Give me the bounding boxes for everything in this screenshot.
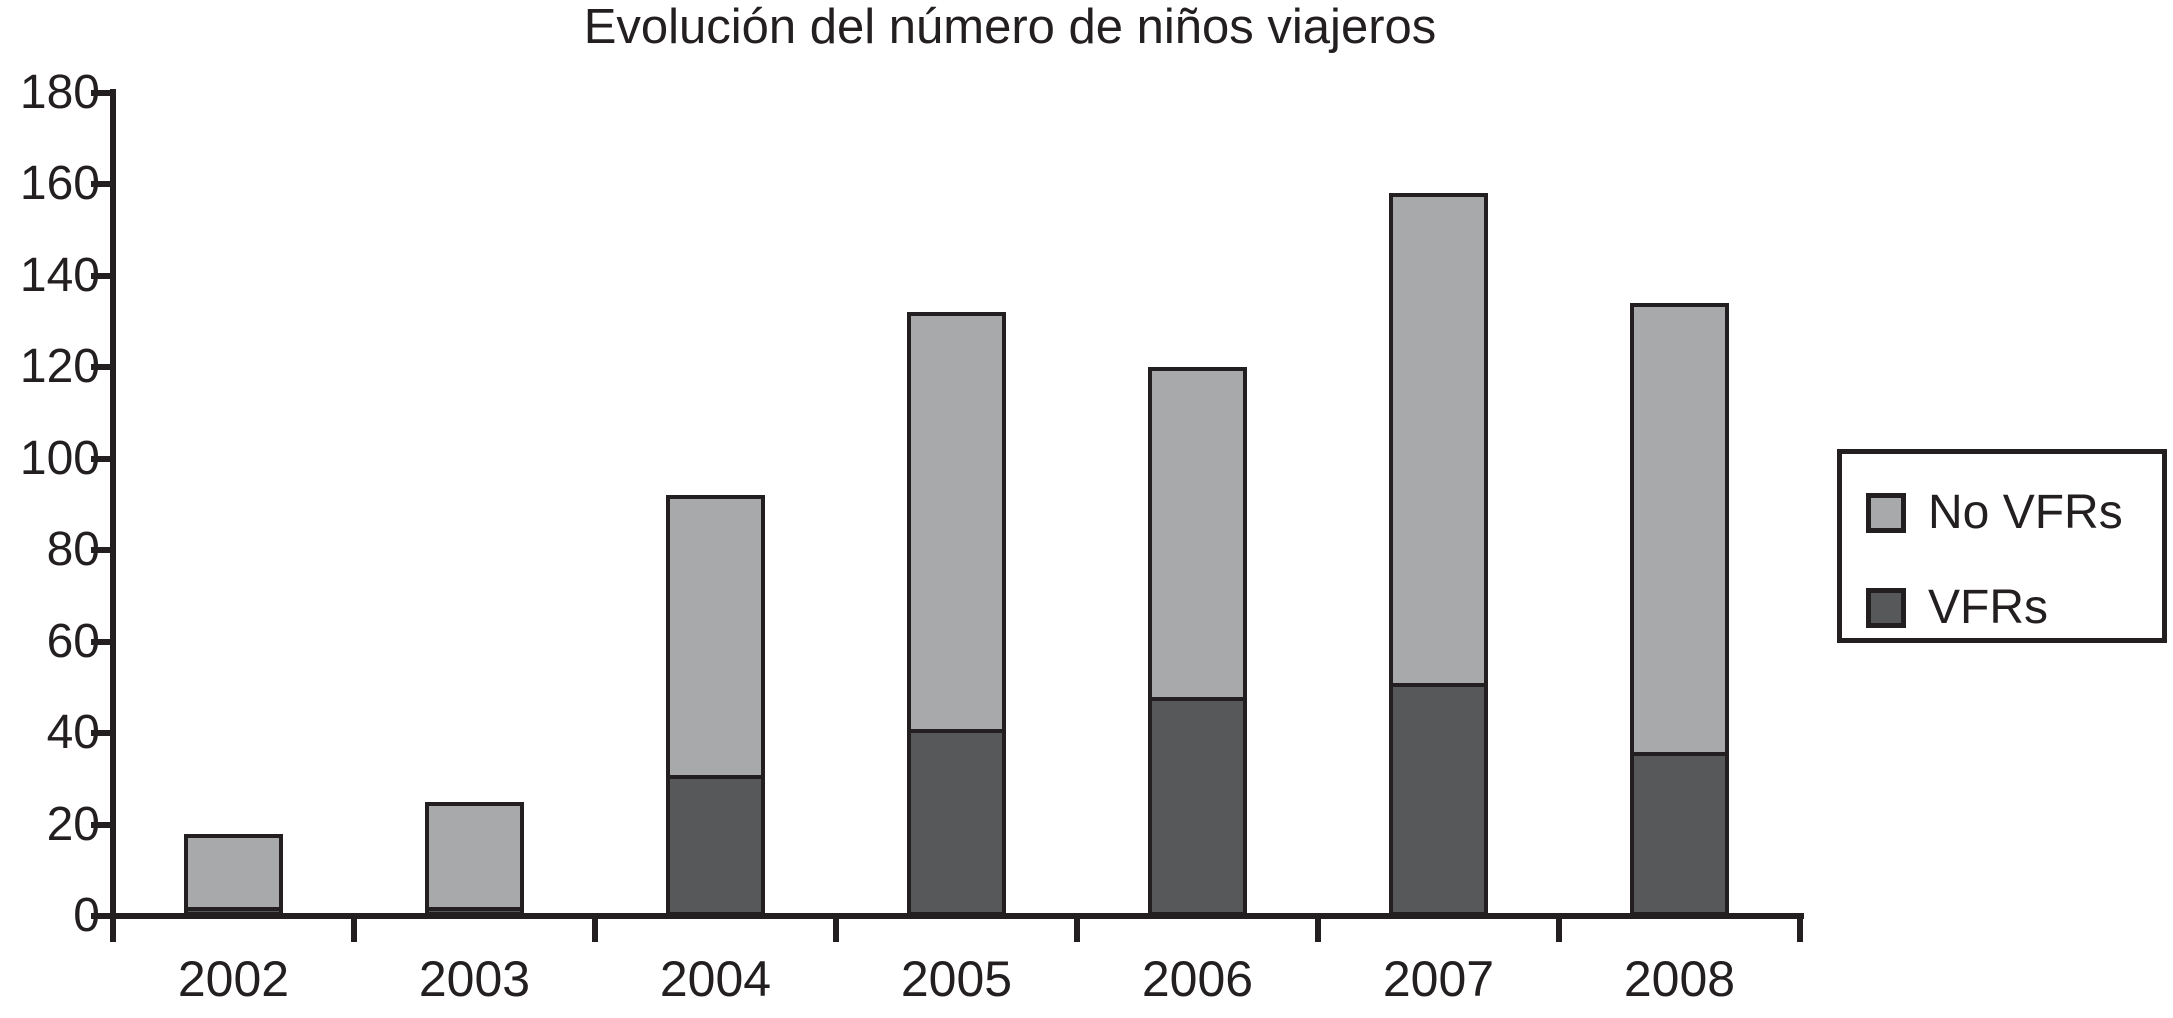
stacked-bar-2002 [184,833,283,916]
y-axis-tick-label: 40 [46,706,100,759]
vfrs-segment [670,774,761,912]
x-axis-tick [110,913,116,942]
y-axis-tick [91,730,115,736]
y-axis-tick [91,913,115,919]
y-axis-tick [91,364,115,370]
y-axis-tick [91,181,115,187]
vfrs-segment [429,907,520,912]
y-axis-tick [91,272,115,279]
no-vfrs-swatch-icon [1866,493,1906,533]
x-axis-tick [1556,913,1562,942]
y-axis-tick-label: 140 [19,248,100,302]
y-axis-line [110,89,116,942]
vfrs-segment [1634,751,1725,912]
vfrs-swatch-icon [1866,588,1906,628]
y-axis-tick-label: 100 [19,431,100,485]
x-axis-category-label: 2005 [900,951,1013,1007]
legend-label: VFRs [1928,581,2048,634]
vfrs-segment [1152,696,1243,912]
x-axis-category-label: 2003 [418,951,531,1007]
chart-title: Evolución del número de niños viajeros [583,0,1437,54]
stacked-bar-2005 [907,312,1006,916]
y-axis-tick [91,89,115,96]
y-axis-tick-label: 60 [46,614,100,668]
x-axis-tick [592,913,598,942]
legend-item-vfrs: VFRs [1866,582,2048,634]
y-axis-tick-label: 80 [46,523,100,576]
legend-label: No VFRs [1928,486,2123,539]
x-axis-tick [351,913,357,942]
x-axis-category-label: 2006 [1141,951,1254,1007]
vfrs-segment [911,728,1002,912]
vfrs-segment [1393,683,1484,912]
vfrs-segment [188,907,279,912]
legend-item-no-vfrs: No VFRs [1866,487,2123,539]
y-axis-tick [91,455,115,462]
x-axis-category-label: 2002 [177,951,290,1007]
stacked-bar-2004 [666,495,765,916]
y-axis-tick [91,547,115,553]
y-axis-tick-label: 180 [19,65,100,119]
x-axis-tick [833,913,839,942]
stacked-bar-2007 [1389,193,1488,916]
x-axis-tick [1315,913,1321,942]
x-axis-tick [1797,913,1803,942]
x-axis-category-label: 2007 [1382,951,1495,1007]
y-axis-tick [91,821,115,828]
y-axis-tick-label: 160 [19,157,100,210]
y-axis-tick-label: 0 [73,889,100,942]
y-axis-tick-label: 120 [19,340,100,393]
legend-box: No VFRs VFRs [1837,449,2167,643]
stacked-bar-2008 [1630,302,1729,916]
x-axis-tick [1074,913,1080,942]
x-axis-line [110,913,1804,919]
stacked-bar-2006 [1148,367,1247,916]
stacked-bar-2003 [425,801,524,916]
x-axis-category-label: 2008 [1623,951,1736,1007]
y-axis-tick-label: 20 [46,797,100,851]
y-axis-tick [91,638,115,645]
x-axis-category-label: 2004 [659,951,772,1007]
